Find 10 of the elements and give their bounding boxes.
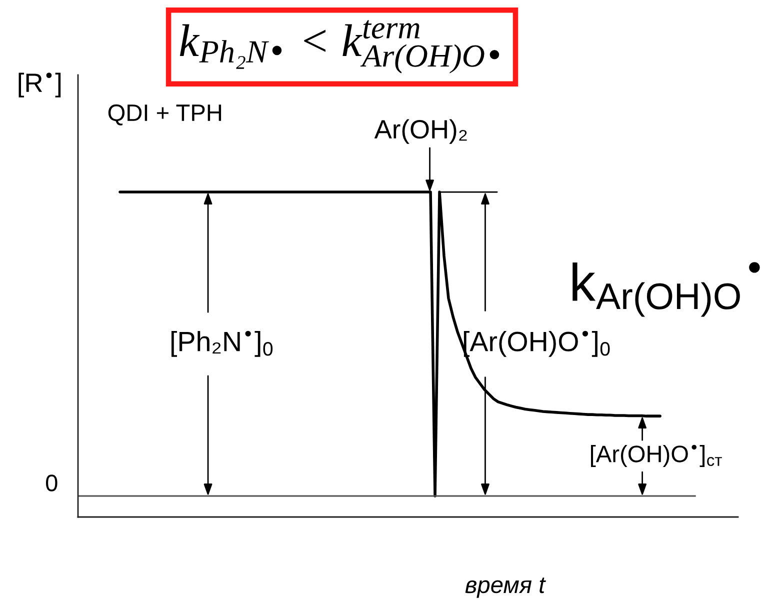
text: QDI + TPH [108, 104, 222, 126]
annotation: [Ph₂N$^{•}$]$_{0}$ [172, 330, 273, 357]
y-axis-title: [R$^{•}$] [18, 72, 61, 98]
annotation: Ar(OH)₂ [374, 119, 467, 144]
ref-line-label: 0 [46, 474, 58, 492]
annotation: k$_{Ar(OH)O}$$^{•}$ [572, 262, 760, 317]
annotation: [Ar(OH)O$^{•}$]$_{0}$ [464, 330, 610, 357]
annotation: [Ar(OH)O$^{•}$]$_{ст}$ [591, 444, 722, 467]
x-axis-title: время t [465, 578, 546, 598]
chart-title: k$_{Ph₂N•}$ < k$^{term}$$_{Ar(OH)O•}$ [180, 20, 500, 74]
